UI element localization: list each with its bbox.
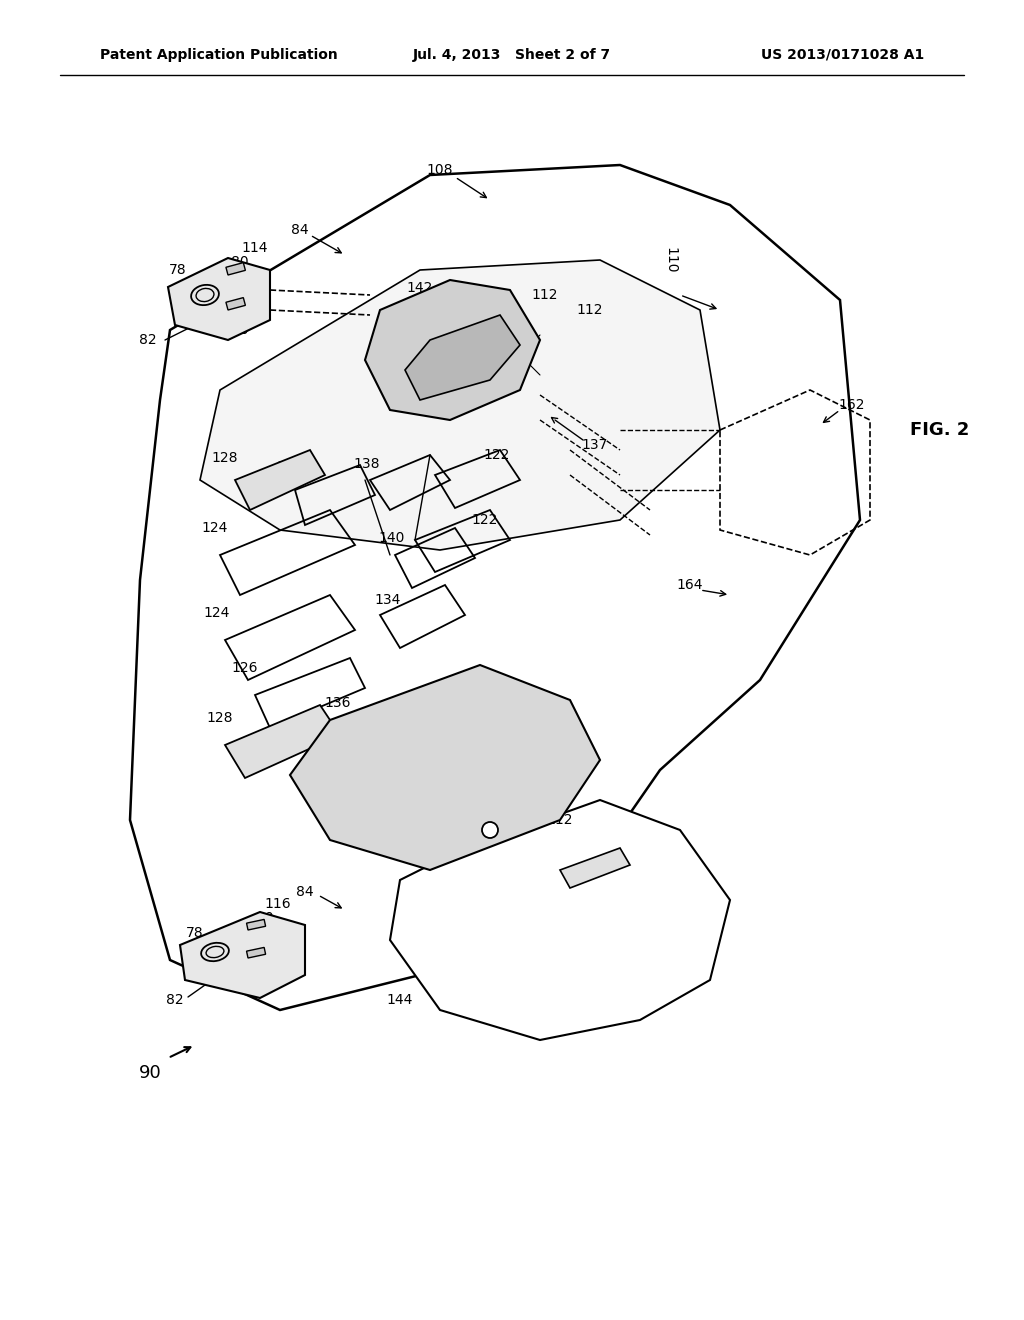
Polygon shape	[365, 280, 540, 420]
Text: Patent Application Publication: Patent Application Publication	[100, 48, 338, 62]
Text: 122: 122	[472, 513, 499, 527]
Text: 90: 90	[138, 1064, 162, 1082]
Polygon shape	[390, 800, 730, 1040]
Polygon shape	[168, 257, 270, 341]
Polygon shape	[130, 165, 860, 1010]
Text: 144: 144	[387, 993, 414, 1007]
Text: 162: 162	[839, 399, 865, 412]
Text: 82: 82	[139, 333, 157, 347]
Text: Jul. 4, 2013   Sheet 2 of 7: Jul. 4, 2013 Sheet 2 of 7	[413, 48, 611, 62]
Text: 138: 138	[353, 457, 380, 471]
Text: 80: 80	[256, 950, 273, 965]
Polygon shape	[180, 912, 305, 998]
Text: 80: 80	[231, 323, 249, 337]
Text: 84: 84	[296, 884, 313, 899]
Text: 112: 112	[531, 288, 558, 302]
Text: 84: 84	[291, 223, 309, 238]
Text: 78: 78	[169, 263, 186, 277]
Text: 122: 122	[483, 447, 510, 462]
Text: 126: 126	[231, 661, 258, 675]
Bar	[247, 920, 265, 931]
Text: 137: 137	[582, 438, 608, 451]
Text: 112: 112	[547, 813, 573, 828]
Polygon shape	[560, 847, 630, 888]
Polygon shape	[225, 705, 340, 777]
Text: 108: 108	[427, 162, 454, 177]
Text: 136: 136	[325, 696, 351, 710]
Text: 110: 110	[663, 247, 677, 273]
Text: 139: 139	[467, 308, 494, 322]
Text: 142: 142	[407, 281, 433, 294]
Polygon shape	[200, 260, 720, 550]
Text: 80: 80	[231, 255, 249, 269]
Polygon shape	[290, 665, 600, 870]
Polygon shape	[234, 450, 325, 510]
Text: 124: 124	[202, 521, 228, 535]
Text: 78: 78	[186, 927, 204, 940]
Text: 164: 164	[677, 578, 703, 591]
Polygon shape	[406, 315, 520, 400]
Text: 116: 116	[264, 898, 291, 911]
Text: 128: 128	[207, 711, 233, 725]
Text: 112: 112	[577, 304, 603, 317]
Text: 82: 82	[166, 993, 184, 1007]
Bar	[247, 948, 265, 958]
Bar	[226, 297, 246, 310]
Text: US 2013/0171028 A1: US 2013/0171028 A1	[761, 48, 924, 62]
Text: 134: 134	[375, 593, 401, 607]
Circle shape	[482, 822, 498, 838]
Bar	[226, 263, 246, 275]
Text: FIG. 2: FIG. 2	[910, 421, 970, 440]
Text: 128: 128	[212, 451, 239, 465]
Text: 140: 140	[379, 531, 406, 545]
Text: 80: 80	[256, 911, 273, 925]
Text: 114: 114	[242, 242, 268, 255]
Text: 126: 126	[276, 459, 303, 474]
Text: 124: 124	[204, 606, 230, 620]
